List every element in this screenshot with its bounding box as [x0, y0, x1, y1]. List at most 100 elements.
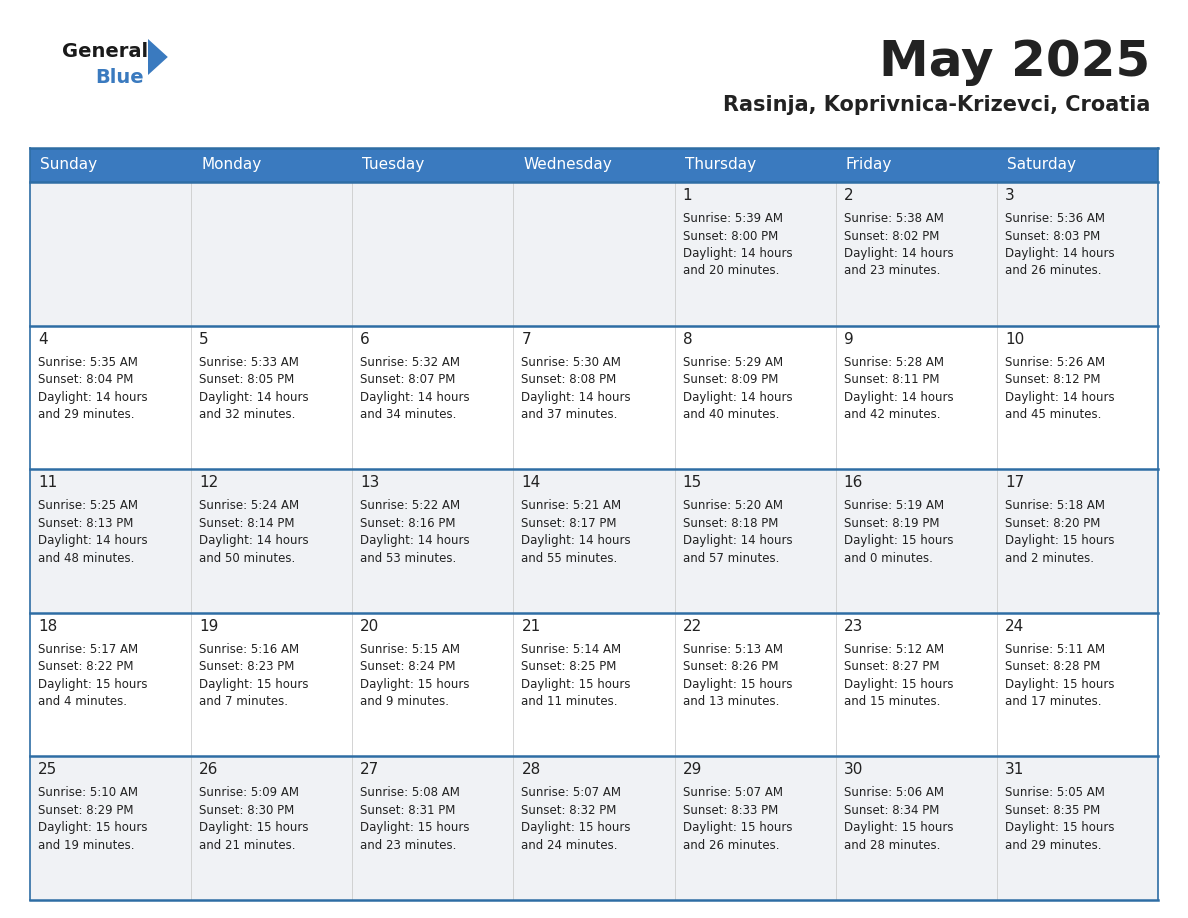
Text: and 24 minutes.: and 24 minutes. [522, 839, 618, 852]
Text: Sunset: 8:09 PM: Sunset: 8:09 PM [683, 373, 778, 386]
Bar [191, 326, 353, 469]
Text: 25: 25 [38, 763, 57, 778]
Bar [30, 182, 191, 326]
Text: 24: 24 [1005, 619, 1024, 633]
Text: and 2 minutes.: and 2 minutes. [1005, 552, 1094, 565]
Text: Daylight: 15 hours: Daylight: 15 hours [1005, 822, 1114, 834]
Bar [675, 148, 835, 182]
Text: and 23 minutes.: and 23 minutes. [360, 839, 456, 852]
Bar [513, 326, 675, 469]
Text: and 17 minutes.: and 17 minutes. [1005, 695, 1101, 709]
Text: 4: 4 [38, 331, 48, 347]
Text: Rasinja, Koprivnica-Krizevci, Croatia: Rasinja, Koprivnica-Krizevci, Croatia [722, 95, 1150, 115]
Bar [30, 469, 191, 613]
Text: Sunset: 8:32 PM: Sunset: 8:32 PM [522, 804, 617, 817]
Text: and 21 minutes.: and 21 minutes. [200, 839, 296, 852]
Text: Sunset: 8:04 PM: Sunset: 8:04 PM [38, 373, 133, 386]
Text: Sunset: 8:24 PM: Sunset: 8:24 PM [360, 660, 456, 673]
Text: Sunrise: 5:07 AM: Sunrise: 5:07 AM [522, 787, 621, 800]
Text: Daylight: 14 hours: Daylight: 14 hours [200, 534, 309, 547]
Text: Sunset: 8:05 PM: Sunset: 8:05 PM [200, 373, 295, 386]
Text: Sunset: 8:34 PM: Sunset: 8:34 PM [843, 804, 939, 817]
Text: Sunrise: 5:19 AM: Sunrise: 5:19 AM [843, 499, 943, 512]
Text: and 57 minutes.: and 57 minutes. [683, 552, 779, 565]
Text: Sunset: 8:31 PM: Sunset: 8:31 PM [360, 804, 456, 817]
Text: 15: 15 [683, 476, 702, 490]
Text: 8: 8 [683, 331, 693, 347]
Text: Sunset: 8:02 PM: Sunset: 8:02 PM [843, 230, 939, 242]
Text: 13: 13 [360, 476, 380, 490]
Text: Daylight: 14 hours: Daylight: 14 hours [683, 247, 792, 260]
Text: Sunrise: 5:29 AM: Sunrise: 5:29 AM [683, 355, 783, 369]
Bar [835, 326, 997, 469]
Text: Daylight: 15 hours: Daylight: 15 hours [200, 677, 309, 691]
Text: Sunrise: 5:13 AM: Sunrise: 5:13 AM [683, 643, 783, 655]
Text: 23: 23 [843, 619, 864, 633]
Text: Sunrise: 5:06 AM: Sunrise: 5:06 AM [843, 787, 943, 800]
Text: Daylight: 14 hours: Daylight: 14 hours [38, 534, 147, 547]
Text: Sunrise: 5:18 AM: Sunrise: 5:18 AM [1005, 499, 1105, 512]
Text: and 20 minutes.: and 20 minutes. [683, 264, 779, 277]
Text: Daylight: 15 hours: Daylight: 15 hours [683, 822, 792, 834]
Text: Daylight: 15 hours: Daylight: 15 hours [683, 677, 792, 691]
Bar [997, 182, 1158, 326]
Text: Sunrise: 5:05 AM: Sunrise: 5:05 AM [1005, 787, 1105, 800]
Text: General: General [62, 42, 148, 61]
Bar [513, 148, 675, 182]
Text: 12: 12 [200, 476, 219, 490]
Text: and 50 minutes.: and 50 minutes. [200, 552, 296, 565]
Bar [30, 148, 191, 182]
Text: Sunrise: 5:30 AM: Sunrise: 5:30 AM [522, 355, 621, 369]
Bar [30, 756, 191, 900]
Text: Daylight: 14 hours: Daylight: 14 hours [843, 390, 953, 404]
Bar [513, 613, 675, 756]
Bar [191, 469, 353, 613]
Bar [835, 148, 997, 182]
Text: 10: 10 [1005, 331, 1024, 347]
Text: and 55 minutes.: and 55 minutes. [522, 552, 618, 565]
Bar [353, 182, 513, 326]
Text: Daylight: 14 hours: Daylight: 14 hours [1005, 390, 1114, 404]
Text: Monday: Monday [201, 158, 261, 173]
Text: Sunset: 8:14 PM: Sunset: 8:14 PM [200, 517, 295, 530]
Text: and 45 minutes.: and 45 minutes. [1005, 409, 1101, 421]
Text: 1: 1 [683, 188, 693, 203]
Text: 27: 27 [360, 763, 379, 778]
Text: and 40 minutes.: and 40 minutes. [683, 409, 779, 421]
Text: Daylight: 15 hours: Daylight: 15 hours [843, 534, 953, 547]
Text: 20: 20 [360, 619, 379, 633]
Text: 26: 26 [200, 763, 219, 778]
Text: Wednesday: Wednesday [524, 158, 612, 173]
Bar [513, 756, 675, 900]
Text: and 4 minutes.: and 4 minutes. [38, 695, 127, 709]
Text: and 29 minutes.: and 29 minutes. [38, 409, 134, 421]
Text: Sunset: 8:29 PM: Sunset: 8:29 PM [38, 804, 133, 817]
Text: and 37 minutes.: and 37 minutes. [522, 409, 618, 421]
Text: Sunrise: 5:17 AM: Sunrise: 5:17 AM [38, 643, 138, 655]
Text: and 15 minutes.: and 15 minutes. [843, 695, 940, 709]
Text: 3: 3 [1005, 188, 1015, 203]
Text: Daylight: 14 hours: Daylight: 14 hours [683, 390, 792, 404]
Bar [997, 613, 1158, 756]
Text: Daylight: 14 hours: Daylight: 14 hours [360, 390, 470, 404]
Text: 16: 16 [843, 476, 864, 490]
Text: Sunset: 8:26 PM: Sunset: 8:26 PM [683, 660, 778, 673]
Bar [191, 613, 353, 756]
Text: Daylight: 15 hours: Daylight: 15 hours [360, 677, 469, 691]
Text: Sunset: 8:08 PM: Sunset: 8:08 PM [522, 373, 617, 386]
Text: 30: 30 [843, 763, 864, 778]
Text: Sunrise: 5:35 AM: Sunrise: 5:35 AM [38, 355, 138, 369]
Text: Daylight: 15 hours: Daylight: 15 hours [38, 822, 147, 834]
Text: Sunrise: 5:11 AM: Sunrise: 5:11 AM [1005, 643, 1105, 655]
Text: and 23 minutes.: and 23 minutes. [843, 264, 940, 277]
Bar [353, 613, 513, 756]
Text: Sunset: 8:11 PM: Sunset: 8:11 PM [843, 373, 940, 386]
Text: Sunset: 8:22 PM: Sunset: 8:22 PM [38, 660, 133, 673]
Text: Sunset: 8:23 PM: Sunset: 8:23 PM [200, 660, 295, 673]
Bar [675, 326, 835, 469]
Text: Daylight: 15 hours: Daylight: 15 hours [843, 822, 953, 834]
Text: and 11 minutes.: and 11 minutes. [522, 695, 618, 709]
Text: Sunrise: 5:21 AM: Sunrise: 5:21 AM [522, 499, 621, 512]
Text: Sunrise: 5:32 AM: Sunrise: 5:32 AM [360, 355, 460, 369]
Text: Sunrise: 5:24 AM: Sunrise: 5:24 AM [200, 499, 299, 512]
